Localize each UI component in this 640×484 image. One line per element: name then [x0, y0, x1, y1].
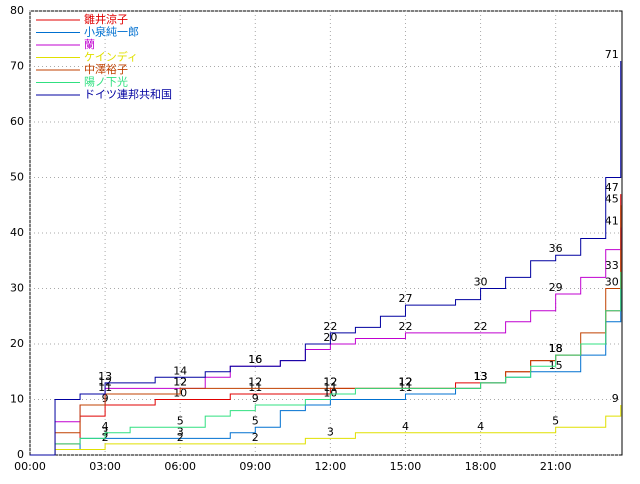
legend-label: 蘭	[84, 38, 95, 51]
x-tick-label: 18:00	[465, 460, 497, 473]
data-label: 12	[398, 375, 412, 388]
data-label: 3	[102, 425, 109, 438]
y-tick-label: 70	[10, 60, 24, 73]
data-label: 3	[177, 425, 184, 438]
y-tick-label: 80	[10, 4, 24, 17]
data-label: 12	[248, 375, 262, 388]
series-line	[30, 60, 622, 456]
data-label: 4	[402, 420, 409, 433]
data-label: 22	[398, 320, 412, 333]
data-label: 29	[549, 281, 563, 294]
y-tick-label: 30	[10, 282, 24, 295]
legend-label: 中澤裕子	[84, 63, 128, 76]
x-tick-label: 12:00	[315, 460, 347, 473]
data-label: 13	[474, 370, 488, 383]
data-label: 41	[605, 214, 619, 227]
data-label: 10	[323, 387, 337, 400]
data-label: 3	[327, 425, 334, 438]
legend-label: 雛井涼子	[84, 12, 128, 26]
y-tick-label: 60	[10, 115, 24, 128]
x-tick-label: 21:00	[540, 460, 572, 473]
x-tick-label: 09:00	[239, 460, 271, 473]
data-label: 12	[323, 375, 337, 388]
data-label: 36	[549, 242, 563, 255]
data-label: 12	[398, 375, 412, 388]
data-label: 4	[102, 420, 109, 433]
data-label: 16	[248, 353, 262, 366]
series-line	[30, 405, 622, 456]
data-label: 47	[605, 181, 619, 194]
data-label: 9	[612, 392, 619, 405]
y-tick-label: 10	[10, 393, 24, 406]
y-tick-label: 50	[10, 171, 24, 184]
series-line	[30, 288, 622, 456]
data-label: 16	[248, 353, 262, 366]
legend-label: 小泉純一郎	[84, 25, 139, 39]
data-label: 45	[605, 192, 619, 205]
data-label: 5	[252, 414, 259, 427]
data-label: 22	[323, 320, 337, 333]
data-label: 11	[398, 381, 412, 394]
data-label: 71	[605, 48, 619, 61]
data-label: 5	[177, 414, 184, 427]
data-label: 11	[323, 381, 337, 394]
x-tick-label: 03:00	[89, 460, 121, 473]
data-label: 11	[248, 381, 262, 394]
data-label: 13	[474, 370, 488, 383]
data-label: 18	[549, 342, 563, 355]
data-label: 13	[474, 370, 488, 383]
data-label: 12	[98, 375, 112, 388]
data-label: 18	[549, 342, 563, 355]
y-tick-label: 40	[10, 226, 24, 239]
series-line	[30, 271, 622, 456]
data-label: 27	[398, 292, 412, 305]
data-label: 30	[474, 276, 488, 289]
y-tick-label: 20	[10, 337, 24, 350]
data-label: 4	[477, 420, 484, 433]
data-label: 18	[549, 342, 563, 355]
data-label: 12	[398, 375, 412, 388]
data-label: 12	[323, 375, 337, 388]
x-tick-label: 06:00	[164, 460, 196, 473]
data-label: 9	[252, 392, 259, 405]
legend-label: ドイツ連邦共和国	[84, 87, 172, 101]
x-tick-label: 15:00	[390, 460, 422, 473]
legend-label: ケインディ	[84, 50, 138, 64]
legend-label: 陽ノ下光	[84, 75, 128, 89]
data-label: 2	[252, 431, 259, 444]
x-tick-label: 00:00	[14, 460, 46, 473]
data-label: 12	[173, 375, 187, 388]
data-label: 12	[173, 375, 187, 388]
data-label: 22	[474, 320, 488, 333]
y-tick-label: 0	[17, 448, 24, 461]
data-label: 14	[173, 364, 187, 377]
data-label: 13	[98, 370, 112, 383]
data-label: 13	[474, 370, 488, 383]
data-label: 5	[552, 414, 559, 427]
data-label: 33	[605, 259, 619, 272]
data-label: 2	[177, 431, 184, 444]
data-label: 30	[605, 276, 619, 289]
